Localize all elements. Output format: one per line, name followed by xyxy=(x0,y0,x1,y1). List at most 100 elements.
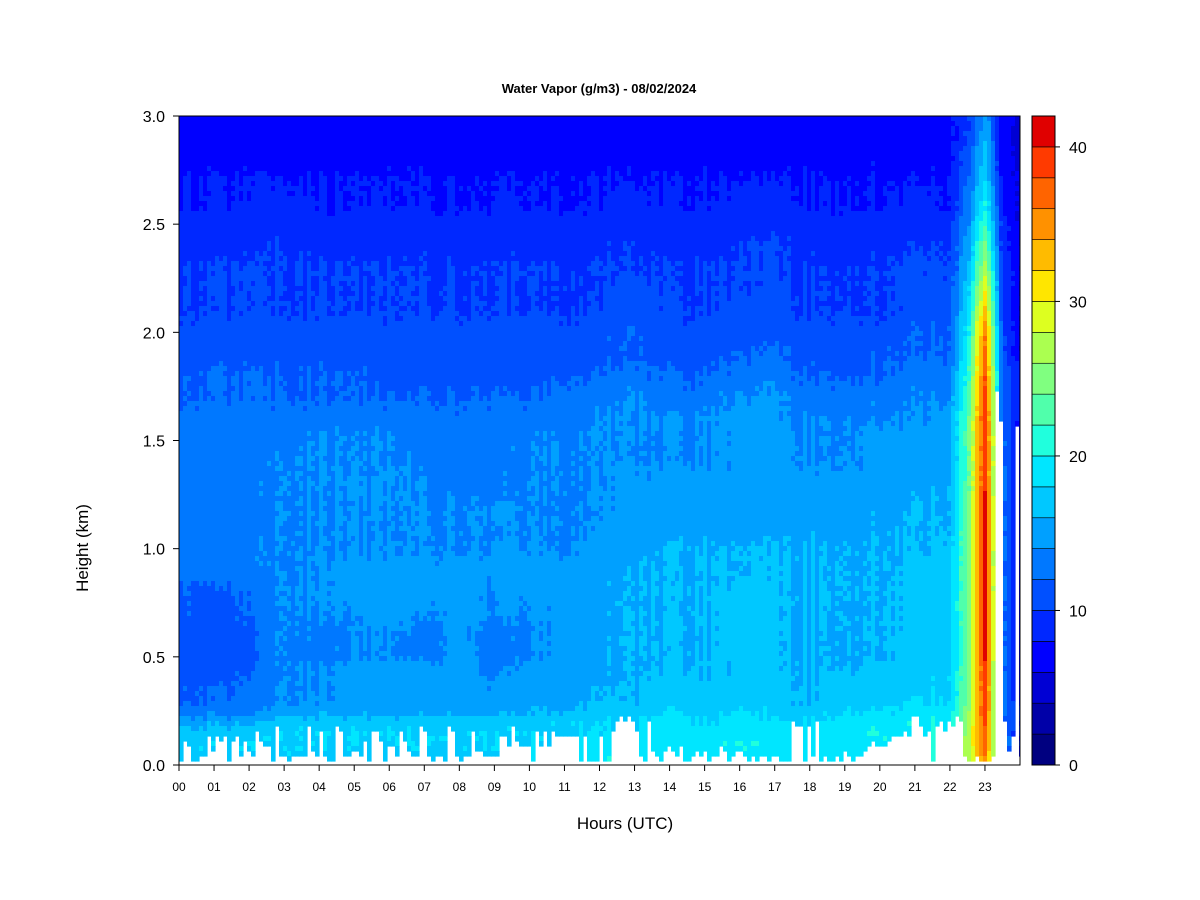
heatmap-cell xyxy=(327,586,332,592)
heatmap-cell xyxy=(843,306,848,382)
heatmap-cell xyxy=(491,531,496,542)
heatmap-cell xyxy=(627,456,632,567)
heatmap-cell xyxy=(495,731,500,752)
heatmap-cell xyxy=(855,656,860,672)
heatmap-cell xyxy=(959,546,964,557)
heatmap-cell xyxy=(891,376,896,417)
heatmap-cell xyxy=(407,116,412,167)
heatmap-cell xyxy=(783,356,788,362)
heatmap-cell xyxy=(895,356,900,362)
heatmap-cell xyxy=(559,321,564,327)
heatmap-cell xyxy=(667,411,672,457)
heatmap-cell xyxy=(299,596,304,602)
heatmap-cell xyxy=(931,166,936,172)
heatmap-cell xyxy=(499,276,504,397)
heatmap-cell xyxy=(859,471,864,667)
heatmap-cell xyxy=(867,181,872,187)
heatmap-cell xyxy=(343,191,348,212)
heatmap-cell xyxy=(603,451,608,477)
heatmap-cell xyxy=(863,591,868,602)
heatmap-cell xyxy=(587,456,592,462)
heatmap-cell xyxy=(479,116,484,187)
heatmap-cell xyxy=(727,716,732,762)
heatmap-cell xyxy=(439,736,444,742)
heatmap-cell xyxy=(695,306,700,372)
heatmap-cell xyxy=(679,566,684,602)
heatmap-cell xyxy=(295,551,300,562)
heatmap-cell xyxy=(571,191,576,197)
heatmap-cell xyxy=(619,256,624,262)
heatmap-cell xyxy=(315,381,320,387)
heatmap-cell xyxy=(439,311,444,407)
heatmap-cell xyxy=(827,321,832,372)
heatmap-cell xyxy=(391,511,396,517)
heatmap-cell xyxy=(735,361,740,392)
heatmap-cell xyxy=(735,571,740,712)
heatmap-cell xyxy=(823,721,828,757)
heatmap-cell xyxy=(571,376,576,452)
heatmap-cell xyxy=(631,116,636,182)
heatmap-cell xyxy=(595,406,600,447)
heatmap-cell xyxy=(679,551,684,567)
heatmap-cell xyxy=(231,181,236,187)
heatmap-cell xyxy=(555,441,560,467)
heatmap-cell xyxy=(903,521,908,527)
heatmap-cell xyxy=(923,556,928,707)
colorbar-swatch xyxy=(1031,641,1056,673)
heatmap-cell xyxy=(871,516,876,522)
heatmap-cell xyxy=(675,371,680,412)
heatmap-cell xyxy=(359,186,364,192)
heatmap-cell xyxy=(315,731,320,737)
heatmap-cell xyxy=(379,441,384,452)
heatmap-cell xyxy=(987,201,992,207)
heatmap-cell xyxy=(955,671,960,692)
heatmap-cell xyxy=(571,726,576,737)
heatmap-cell xyxy=(903,181,908,252)
heatmap-cell xyxy=(295,636,300,667)
heatmap-cell xyxy=(543,191,548,202)
heatmap-cell xyxy=(351,506,356,537)
heatmap-cell xyxy=(531,631,536,652)
heatmap-cell xyxy=(195,321,200,402)
heatmap-cell xyxy=(347,206,352,212)
heatmap-cell xyxy=(895,526,900,557)
heatmap-cell xyxy=(279,476,284,482)
heatmap-cell xyxy=(279,256,284,262)
heatmap-cell xyxy=(967,336,972,367)
heatmap-cell xyxy=(779,606,784,622)
heatmap-cell xyxy=(611,461,616,467)
heatmap-cell xyxy=(567,386,572,392)
heatmap-cell xyxy=(871,261,876,267)
heatmap-cell xyxy=(351,441,356,447)
heatmap-cell xyxy=(327,676,332,682)
heatmap-cell xyxy=(943,706,948,732)
heatmap-cell xyxy=(871,511,876,517)
heatmap-cell xyxy=(311,581,316,597)
heatmap-cell xyxy=(647,186,652,192)
heatmap-cell xyxy=(739,566,744,572)
heatmap-cell xyxy=(543,516,548,537)
heatmap-cell xyxy=(343,521,348,562)
heatmap-cell xyxy=(887,531,892,537)
y-tick-label: 2.0 xyxy=(143,325,165,342)
heatmap-cell xyxy=(207,371,212,392)
heatmap-cell xyxy=(867,281,872,292)
heatmap-cell xyxy=(243,361,248,367)
heatmap-cell xyxy=(843,571,848,577)
heatmap-cell xyxy=(971,311,976,337)
heatmap-cell xyxy=(711,371,716,407)
heatmap-cell xyxy=(287,601,292,612)
heatmap-cell xyxy=(643,411,648,432)
heatmap-cell xyxy=(787,396,792,402)
heatmap-cell xyxy=(431,716,436,737)
heatmap-cell xyxy=(479,516,484,527)
heatmap-cell xyxy=(779,596,784,607)
heatmap-cell xyxy=(951,116,956,122)
heatmap-cell xyxy=(495,751,500,757)
heatmap-cell xyxy=(439,621,444,642)
heatmap-cell xyxy=(403,181,408,197)
heatmap-cell xyxy=(751,236,756,347)
heatmap-cell xyxy=(239,281,244,292)
heatmap-cell xyxy=(919,501,924,522)
